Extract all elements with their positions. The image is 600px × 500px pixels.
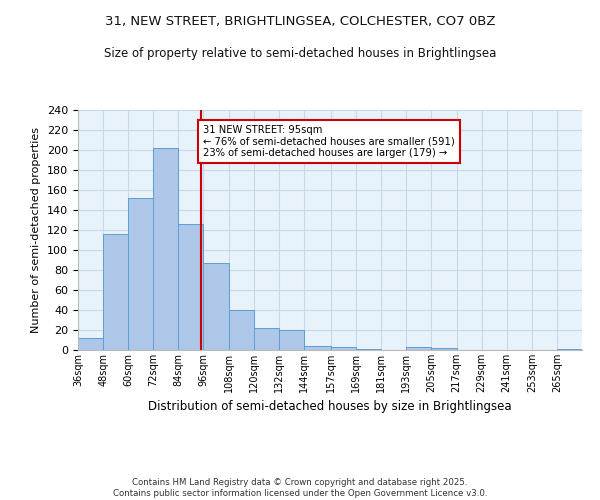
Bar [304,346,331,350]
Bar [229,310,254,350]
Bar [279,330,304,350]
X-axis label: Distribution of semi-detached houses by size in Brightlingsea: Distribution of semi-detached houses by … [148,400,512,413]
Bar [203,263,229,350]
Text: Contains HM Land Registry data © Crown copyright and database right 2025.
Contai: Contains HM Land Registry data © Crown c… [113,478,487,498]
Bar [331,347,356,350]
Bar [153,148,178,350]
Bar [406,347,431,350]
Text: Size of property relative to semi-detached houses in Brightlingsea: Size of property relative to semi-detach… [104,48,496,60]
Bar [128,198,153,350]
Text: 31, NEW STREET, BRIGHTLINGSEA, COLCHESTER, CO7 0BZ: 31, NEW STREET, BRIGHTLINGSEA, COLCHESTE… [105,15,495,28]
Bar [431,348,457,350]
Bar [254,328,279,350]
Bar [103,234,128,350]
Y-axis label: Number of semi-detached properties: Number of semi-detached properties [31,127,41,333]
Bar [356,349,381,350]
Bar [178,224,203,350]
Bar [557,349,582,350]
Bar [78,338,103,350]
Text: 31 NEW STREET: 95sqm
← 76% of semi-detached houses are smaller (591)
23% of semi: 31 NEW STREET: 95sqm ← 76% of semi-detac… [203,125,455,158]
